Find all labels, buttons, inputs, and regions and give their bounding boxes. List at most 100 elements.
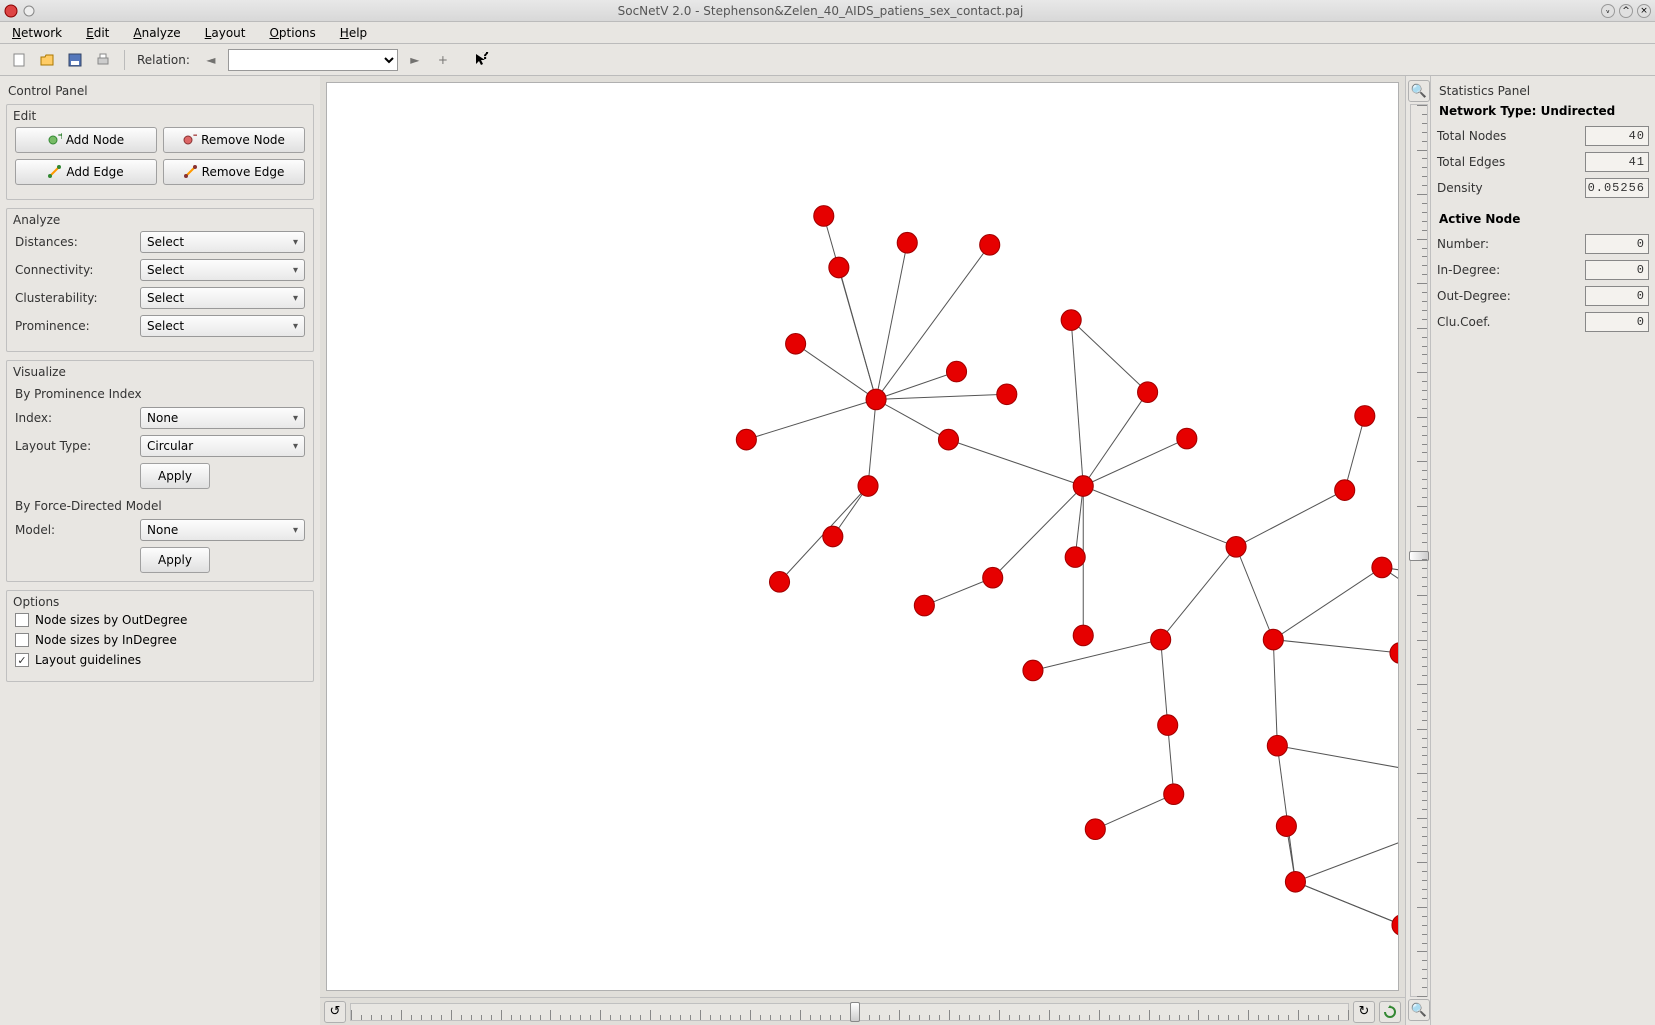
network-edge[interactable] (1161, 547, 1236, 640)
network-node[interactable] (1285, 871, 1305, 892)
network-node[interactable] (1158, 715, 1178, 736)
save-file-button[interactable] (64, 49, 86, 71)
guidelines-checkbox[interactable]: ✓ (15, 653, 29, 667)
network-edge[interactable] (1236, 547, 1273, 640)
menu-edit[interactable]: Edit (82, 24, 113, 42)
network-canvas[interactable] (326, 82, 1399, 991)
network-node[interactable] (1372, 557, 1392, 578)
vertical-slider[interactable] (1410, 104, 1428, 997)
menu-options[interactable]: Options (265, 24, 319, 42)
network-node[interactable] (1085, 819, 1105, 840)
network-node[interactable] (858, 476, 878, 497)
print-button[interactable] (92, 49, 114, 71)
network-node[interactable] (897, 232, 917, 253)
network-node[interactable] (736, 429, 756, 450)
guidelines-checkbox-row[interactable]: ✓ Layout guidelines (15, 653, 305, 667)
apply-force-button[interactable]: Apply (140, 547, 210, 573)
add-node-button[interactable]: + Add Node (15, 127, 157, 153)
analyze-select-0[interactable]: Select (140, 231, 305, 253)
network-edge[interactable] (746, 399, 876, 439)
relation-add-button[interactable]: + (432, 49, 454, 71)
remove-node-button[interactable]: − Remove Node (163, 127, 305, 153)
reset-view-button[interactable] (1379, 1001, 1401, 1023)
network-node[interactable] (1061, 310, 1081, 331)
network-edge[interactable] (796, 344, 876, 400)
close-button[interactable]: × (1637, 4, 1651, 18)
network-node[interactable] (1355, 406, 1375, 427)
outdegree-checkbox-row[interactable]: Node sizes by OutDegree (15, 613, 305, 627)
network-edge[interactable] (1295, 808, 1398, 882)
network-node[interactable] (1164, 784, 1184, 805)
network-edge[interactable] (948, 440, 1083, 486)
rotate-right-button[interactable]: ↻ (1353, 1001, 1375, 1023)
network-node[interactable] (980, 235, 1000, 256)
horizontal-slider-handle[interactable] (850, 1002, 860, 1022)
network-node[interactable] (1073, 476, 1093, 497)
menu-analyze[interactable]: Analyze (129, 24, 184, 42)
network-node[interactable] (769, 572, 789, 593)
network-edge[interactable] (1083, 392, 1147, 486)
analyze-select-3[interactable]: Select (140, 315, 305, 337)
network-edge[interactable] (839, 267, 876, 399)
outdegree-checkbox[interactable] (15, 613, 29, 627)
add-edge-button[interactable]: Add Edge (15, 159, 157, 185)
analyze-select-2[interactable]: Select (140, 287, 305, 309)
network-node[interactable] (1226, 537, 1246, 558)
new-file-button[interactable] (8, 49, 30, 71)
network-node[interactable] (823, 526, 843, 547)
index-select[interactable]: None (140, 407, 305, 429)
network-node[interactable] (914, 595, 934, 616)
network-edge[interactable] (1277, 746, 1295, 882)
layout-type-select[interactable]: Circular (140, 435, 305, 457)
network-edge[interactable] (1071, 320, 1083, 486)
help-pointer-button[interactable]: ? (470, 49, 492, 71)
relation-prev-button[interactable]: ◄ (200, 49, 222, 71)
network-node[interactable] (1073, 625, 1093, 646)
network-edge[interactable] (1273, 640, 1277, 746)
network-edge[interactable] (876, 394, 1007, 399)
network-node[interactable] (1267, 735, 1287, 756)
relation-combo[interactable] (228, 49, 398, 71)
network-svg[interactable] (327, 83, 1398, 990)
maximize-button[interactable]: ^ (1619, 4, 1633, 18)
apply-prominence-button[interactable]: Apply (140, 463, 210, 489)
network-node[interactable] (1138, 382, 1158, 403)
indegree-checkbox-row[interactable]: Node sizes by InDegree (15, 633, 305, 647)
analyze-select-1[interactable]: Select (140, 259, 305, 281)
indegree-checkbox[interactable] (15, 633, 29, 647)
network-edge[interactable] (876, 245, 990, 400)
network-edge[interactable] (1273, 640, 1398, 653)
horizontal-slider[interactable] (350, 1003, 1349, 1021)
network-node[interactable] (814, 206, 834, 227)
menu-layout[interactable]: Layout (201, 24, 250, 42)
network-node[interactable] (866, 389, 886, 410)
network-node[interactable] (938, 429, 958, 450)
network-node[interactable] (983, 567, 1003, 588)
network-node[interactable] (1335, 480, 1355, 501)
network-node[interactable] (1177, 428, 1197, 449)
network-node[interactable] (1065, 547, 1085, 568)
network-node[interactable] (1151, 629, 1171, 650)
rotate-left-button[interactable]: ↺ (324, 1001, 346, 1023)
network-edge[interactable] (876, 372, 956, 400)
network-node[interactable] (1023, 660, 1043, 681)
network-edge[interactable] (1071, 320, 1147, 392)
network-edge[interactable] (1083, 439, 1187, 486)
remove-edge-button[interactable]: Remove Edge (163, 159, 305, 185)
zoom-in-button[interactable]: 🔍 (1408, 80, 1430, 102)
network-node[interactable] (1263, 629, 1283, 650)
network-edge[interactable] (924, 578, 992, 606)
network-node[interactable] (1276, 816, 1296, 837)
network-edge[interactable] (876, 243, 907, 400)
open-file-button[interactable] (36, 49, 58, 71)
network-node[interactable] (829, 257, 849, 278)
network-edge[interactable] (1236, 490, 1345, 547)
menu-help[interactable]: Help (336, 24, 371, 42)
network-edge[interactable] (1095, 794, 1173, 829)
network-edge[interactable] (1033, 640, 1161, 671)
network-edge[interactable] (1161, 640, 1168, 726)
network-node[interactable] (946, 361, 966, 382)
model-select[interactable]: None (140, 519, 305, 541)
network-edge[interactable] (1273, 567, 1382, 639)
network-node[interactable] (786, 333, 806, 354)
